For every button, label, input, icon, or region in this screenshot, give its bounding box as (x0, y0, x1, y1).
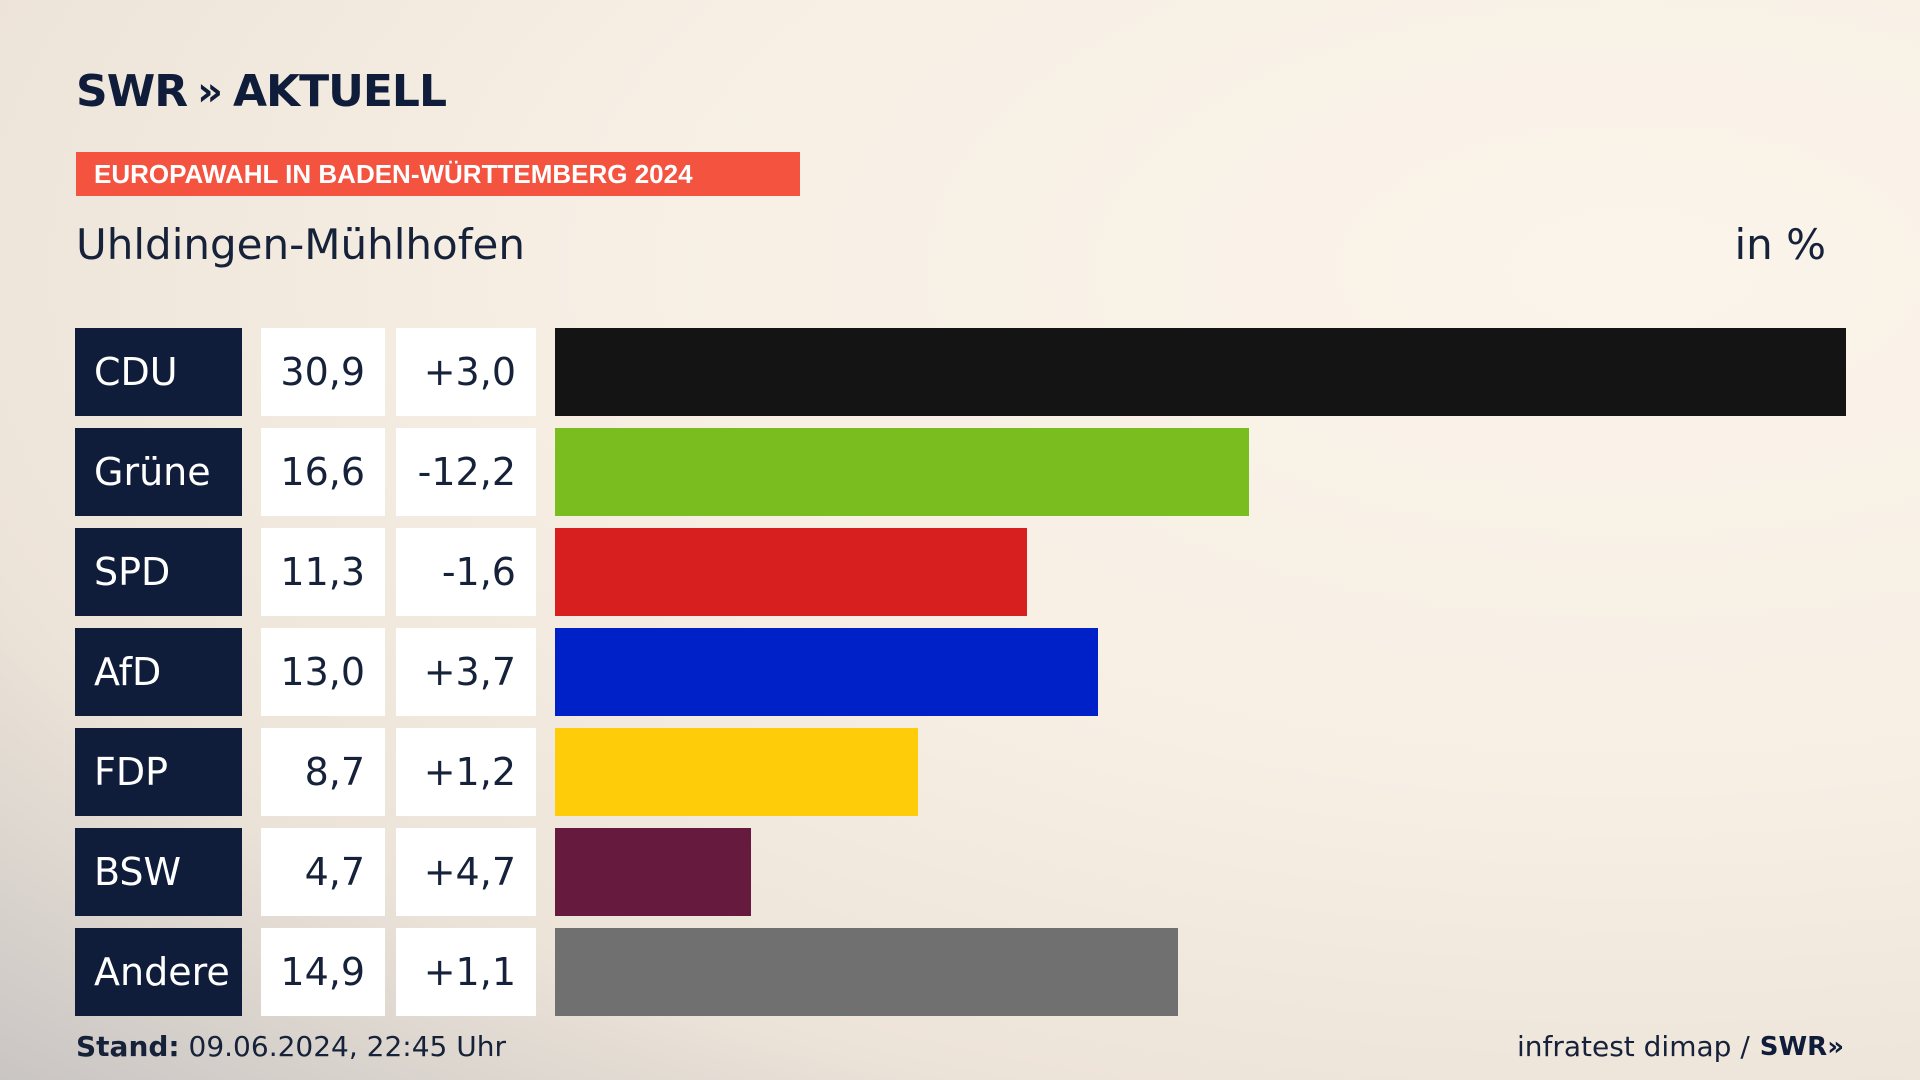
change-label: +1,1 (396, 928, 536, 1016)
result-row: Grüne 16,6 -12,2 (75, 428, 1846, 516)
logo-brand: SWR (76, 66, 188, 117)
election-ribbon: EUROPAWAHL IN BADEN-WÜRTTEMBERG 2024 (76, 152, 800, 196)
result-bar (555, 428, 1249, 516)
vote-share-label: 8,7 (261, 728, 385, 816)
result-bar (555, 928, 1178, 1016)
change-label: +4,7 (396, 828, 536, 916)
change-label: -1,6 (396, 528, 536, 616)
party-label: AfD (75, 628, 242, 716)
change-label: +3,0 (396, 328, 536, 416)
timestamp-label: Stand: (76, 1030, 180, 1063)
result-bar (555, 728, 918, 816)
result-row: Andere 14,9 +1,1 (75, 928, 1846, 1016)
result-row: AfD 13,0 +3,7 (75, 628, 1846, 716)
result-row: FDP 8,7 +1,2 (75, 728, 1846, 816)
result-bar (555, 528, 1027, 616)
party-label: SPD (75, 528, 242, 616)
chart-title: Uhldingen-Mühlhofen (76, 220, 525, 269)
logo-word: AKTUELL (232, 66, 447, 117)
change-label: -12,2 (396, 428, 536, 516)
change-label: +3,7 (396, 628, 536, 716)
unit-label: in % (1734, 220, 1826, 269)
vote-share-label: 13,0 (261, 628, 385, 716)
result-row: BSW 4,7 +4,7 (75, 828, 1846, 916)
timestamp: Stand: 09.06.2024, 22:45 Uhr (76, 1030, 506, 1063)
swr-small-logo: SWR» (1759, 1031, 1844, 1062)
result-row: SPD 11,3 -1,6 (75, 528, 1846, 616)
result-row: CDU 30,9 +3,0 (75, 328, 1846, 416)
result-bar (555, 828, 751, 916)
timestamp-value: 09.06.2024, 22:45 Uhr (188, 1030, 506, 1063)
result-bar (555, 328, 1846, 416)
result-rows: CDU 30,9 +3,0 Grüne 16,6 -12,2 SPD 11,3 -1,6 AfD 1… (75, 328, 1846, 1028)
vote-share-label: 16,6 (261, 428, 385, 516)
swr-aktuell-logo: SWR » AKTUELL (76, 66, 447, 117)
party-label: Andere (75, 928, 242, 1016)
party-label: FDP (75, 728, 242, 816)
vote-share-label: 14,9 (261, 928, 385, 1016)
change-label: +1,2 (396, 728, 536, 816)
vote-share-label: 4,7 (261, 828, 385, 916)
source-credit: infratest dimap / SWR» (1517, 1030, 1844, 1063)
party-label: CDU (75, 328, 242, 416)
vote-share-label: 30,9 (261, 328, 385, 416)
logo-chevron-icon: » (197, 68, 223, 115)
result-bar (555, 628, 1098, 716)
vote-share-label: 11,3 (261, 528, 385, 616)
party-label: BSW (75, 828, 242, 916)
party-label: Grüne (75, 428, 242, 516)
source-text: infratest dimap / (1516, 1030, 1750, 1063)
